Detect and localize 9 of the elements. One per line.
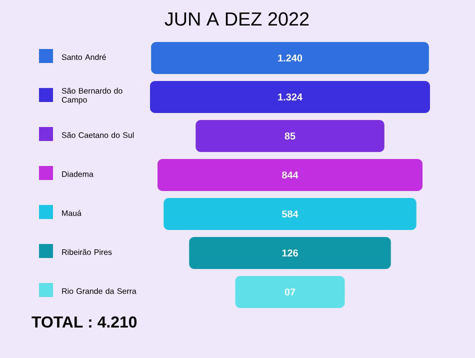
text: JUN A DEZ 2022	[164, 12, 309, 26]
data-label: 1.240	[278, 54, 302, 62]
data-label: 07	[284, 288, 296, 296]
data-label: 1.324	[278, 93, 302, 101]
data-label: 584	[282, 210, 298, 218]
data-label: 85	[284, 132, 296, 140]
text: TOTAL : 4.210	[32, 316, 137, 328]
data-label: 844	[282, 171, 298, 179]
data-label: 126	[282, 249, 298, 257]
